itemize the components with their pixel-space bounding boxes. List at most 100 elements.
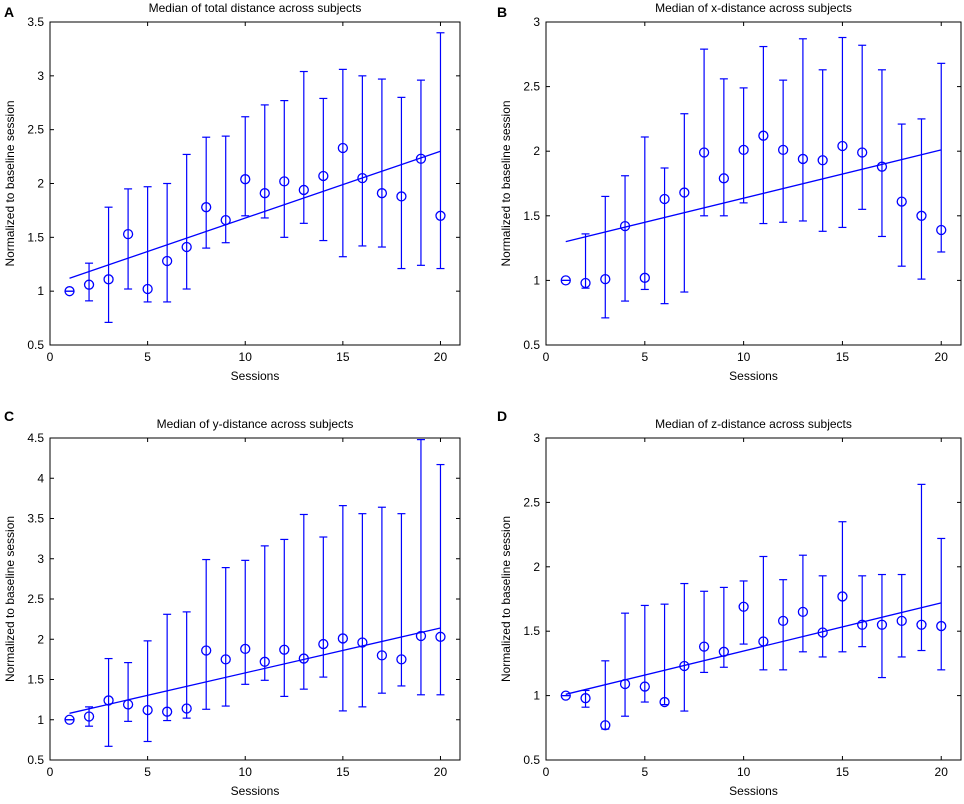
chart-title: Median of x-distance across subjects [655, 1, 852, 15]
y-tick-label: 3.5 [27, 512, 44, 526]
median-marker [161, 706, 173, 717]
x-tick-label: 20 [935, 350, 949, 364]
median-marker [580, 277, 591, 289]
median-marker [857, 619, 868, 630]
error-bar-session-6 [161, 182, 173, 303]
x-axis-label: Sessions [231, 784, 280, 798]
median-marker [560, 275, 571, 286]
y-tick-label: 3 [37, 69, 44, 83]
y-tick-label: 2.5 [523, 80, 540, 94]
median-marker [797, 153, 809, 165]
panel-c: C Median of y-distance across subjects 0 5 1… [3, 408, 461, 798]
error-bar-session-8 [698, 48, 710, 217]
error-bar-session-3 [600, 660, 611, 731]
median-marker [777, 144, 789, 156]
median-marker [415, 153, 427, 164]
median-marker [376, 188, 388, 199]
median-marker [376, 650, 388, 661]
median-marker [876, 619, 888, 630]
error-bar-session-14 [817, 575, 828, 658]
median-marker [837, 591, 848, 602]
panel-label-c: C [4, 408, 14, 424]
error-bar-session-17 [876, 69, 888, 238]
y-tick-label: 3 [37, 552, 44, 566]
error-bar-session-20 [435, 32, 446, 270]
error-bar-session-1 [560, 690, 571, 701]
error-bar-session-12 [279, 538, 290, 698]
median-marker [639, 272, 650, 283]
error-bar-session-19 [415, 439, 427, 696]
error-bar-session-6 [659, 167, 670, 305]
error-bar-session-20 [435, 463, 446, 696]
y-tick-label: 2 [533, 144, 540, 158]
y-tick-label: 1.5 [27, 230, 44, 244]
error-bar-session-2 [580, 689, 591, 708]
y-tick-label: 2 [533, 560, 540, 574]
error-bar-session-10 [738, 580, 749, 645]
median-marker [357, 637, 368, 648]
x-tick-label: 10 [737, 765, 751, 779]
median-marker [396, 191, 407, 202]
error-bar-session-19 [415, 79, 427, 266]
error-bar-session-9 [220, 135, 231, 244]
error-bar-session-10 [738, 87, 749, 204]
x-axis-label: Sessions [729, 784, 778, 798]
error-bar-session-5 [639, 136, 650, 291]
y-tick-label: 0.5 [27, 753, 44, 767]
median-marker [142, 283, 153, 295]
median-marker [181, 241, 192, 253]
error-bar-session-10 [240, 559, 251, 685]
x-tick-label: 10 [239, 765, 253, 779]
median-marker [318, 638, 329, 650]
error-bar-session-9 [220, 567, 231, 707]
error-bar-session-1 [64, 286, 75, 297]
x-tick-label: 20 [935, 765, 949, 779]
error-bar-session-7 [679, 113, 690, 293]
median-marker [758, 130, 769, 141]
median-marker [837, 140, 848, 152]
axes-box [545, 21, 962, 346]
y-tick-label: 2 [37, 632, 44, 646]
chart-title: Median of y-distance across subjects [157, 417, 354, 431]
error-bar-session-6 [659, 603, 670, 708]
x-axis-label: Sessions [729, 369, 778, 383]
error-bar-session-5 [142, 640, 153, 743]
error-bar-session-15 [837, 36, 848, 229]
median-marker [600, 720, 611, 731]
error-bar-session-11 [259, 545, 270, 681]
error-bar-session-15 [337, 68, 349, 258]
panel-a: A Median of total distance across subject… [3, 1, 461, 383]
error-bar-session-18 [896, 123, 907, 267]
error-bar-session-16 [357, 513, 368, 708]
error-bar-session-20 [936, 537, 947, 671]
y-tick-label: 3.5 [27, 15, 44, 29]
error-bar-session-15 [837, 521, 848, 653]
median-marker [698, 641, 710, 652]
y-tick-label: 1.5 [523, 624, 540, 638]
error-bar-session-13 [797, 38, 809, 222]
x-tick-label: 0 [543, 350, 550, 364]
error-bar-session-6 [161, 613, 173, 722]
error-bar-session-7 [679, 582, 690, 712]
error-bar-session-5 [142, 186, 153, 303]
error-bar-session-13 [298, 70, 309, 224]
error-bar-session-14 [318, 97, 329, 242]
median-marker [259, 188, 270, 199]
y-tick-label: 2.5 [523, 495, 540, 509]
error-bar-session-17 [376, 506, 388, 694]
median-marker [435, 631, 446, 642]
median-marker [103, 274, 114, 285]
y-tick-label: 1.5 [27, 673, 44, 687]
chart-title: Median of z-distance across subjects [655, 417, 852, 431]
error-bar-session-13 [797, 554, 809, 653]
median-marker [936, 620, 947, 632]
y-axis-label: Normalized to baseline session [499, 516, 513, 682]
median-marker [896, 615, 907, 627]
error-bar-session-17 [876, 573, 888, 679]
panel-d: D Median of z-distance across subjects 0 5 1… [497, 408, 962, 798]
error-bar-session-12 [777, 579, 789, 671]
y-tick-label: 2.5 [27, 123, 44, 137]
x-tick-label: 5 [144, 765, 151, 779]
